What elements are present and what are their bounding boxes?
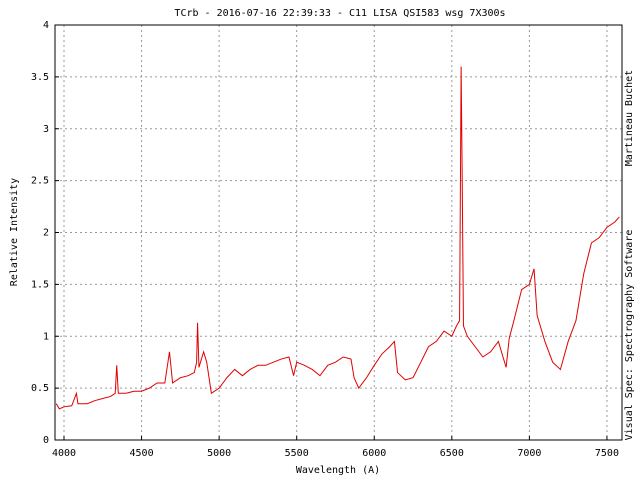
y-tick-label: 4 [43,20,49,31]
x-tick-label: 5000 [207,448,231,459]
y-axis-label: Relative Intensity [9,178,20,286]
author-label: Martineau Buchet [624,70,635,166]
y-tick-label: 1 [43,331,49,342]
y-tick-label: 0.5 [31,383,49,394]
x-tick-label: 7000 [517,448,541,459]
x-tick-label: 7500 [595,448,619,459]
y-tick-label: 1.5 [31,279,49,290]
x-tick-label: 4000 [52,448,76,459]
y-tick-label: 2 [43,228,49,239]
software-label: Visual Spec: Spectrography Software [624,230,635,441]
spectrum-line [55,66,620,410]
x-tick-label: 5500 [285,448,309,459]
y-tick-label: 3 [43,124,49,135]
chart-title: TCrb - 2016-07-16 22:39:33 - C11 LISA QS… [174,8,505,19]
y-tick-label: 0 [43,435,49,446]
x-tick-label: 4500 [130,448,154,459]
x-axis-label: Wavelength (A) [296,465,380,476]
plot-frame [54,24,623,441]
x-tick-label: 6500 [440,448,464,459]
y-tick-label: 2.5 [31,176,49,187]
x-tick-label: 6000 [362,448,386,459]
y-tick-label: 3.5 [31,72,49,83]
